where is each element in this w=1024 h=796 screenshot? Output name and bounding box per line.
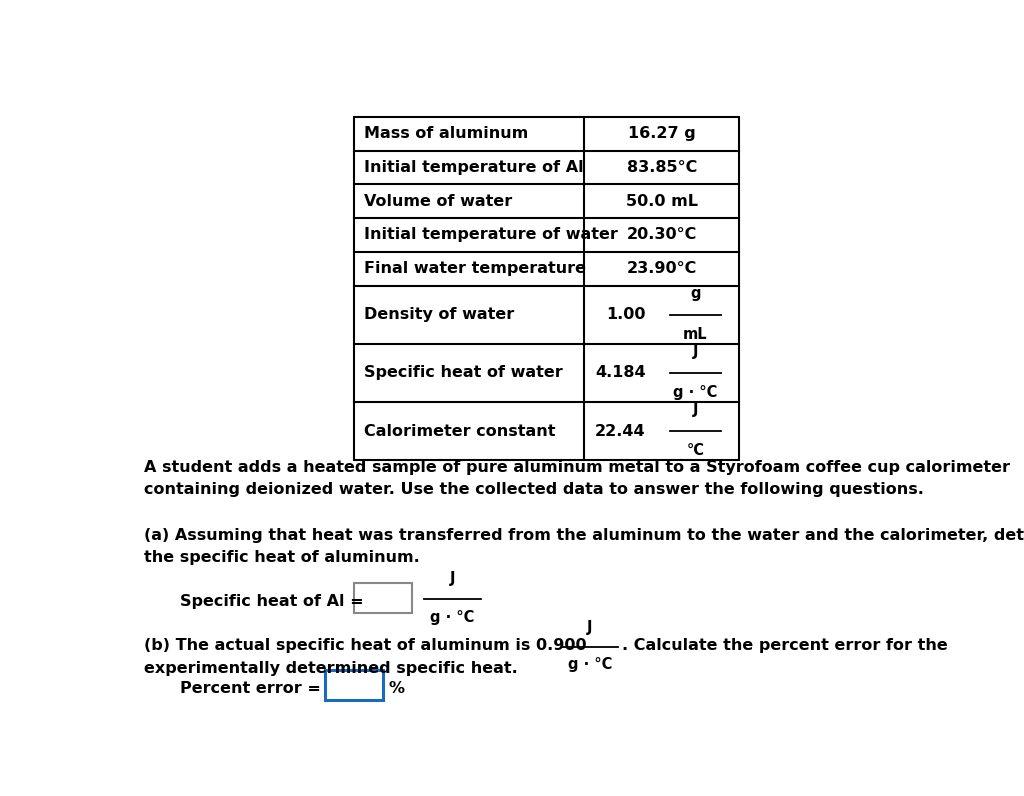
Text: g · °C: g · °C	[567, 657, 612, 672]
Text: Calorimeter constant: Calorimeter constant	[364, 423, 555, 439]
Text: Initial temperature of Al: Initial temperature of Al	[364, 160, 584, 175]
Text: J: J	[450, 571, 456, 586]
Text: (b) The actual specific heat of aluminum is 0.900: (b) The actual specific heat of aluminum…	[143, 638, 587, 653]
Text: J: J	[587, 620, 593, 635]
Text: Density of water: Density of water	[364, 307, 514, 322]
Text: Volume of water: Volume of water	[364, 193, 512, 209]
Text: Initial temperature of water: Initial temperature of water	[364, 228, 617, 243]
Text: J: J	[692, 402, 698, 417]
Text: g · °C: g · °C	[673, 385, 718, 400]
Text: Final water temperature: Final water temperature	[364, 261, 586, 276]
Text: Percent error =: Percent error =	[179, 681, 321, 696]
FancyBboxPatch shape	[354, 583, 412, 614]
Text: 20.30°C: 20.30°C	[627, 228, 697, 243]
Text: 50.0 mL: 50.0 mL	[626, 193, 697, 209]
FancyBboxPatch shape	[354, 117, 739, 460]
Text: A student adds a heated sample of pure aluminum metal to a Styrofoam coffee cup : A student adds a heated sample of pure a…	[143, 460, 1010, 498]
Text: g: g	[690, 286, 700, 301]
Text: 83.85°C: 83.85°C	[627, 160, 697, 175]
Text: 16.27 g: 16.27 g	[628, 127, 695, 142]
Text: 22.44: 22.44	[595, 423, 646, 439]
Text: J: J	[692, 344, 698, 359]
Text: 1.00: 1.00	[606, 307, 646, 322]
FancyBboxPatch shape	[325, 669, 383, 700]
Text: (a) Assuming that heat was transferred from the aluminum to the water and the ca: (a) Assuming that heat was transferred f…	[143, 528, 1024, 565]
Text: mL: mL	[683, 327, 708, 342]
Text: experimentally determined specific heat.: experimentally determined specific heat.	[143, 661, 517, 676]
Text: 23.90°C: 23.90°C	[627, 261, 697, 276]
Text: g · °C: g · °C	[430, 611, 475, 626]
Text: °C: °C	[686, 443, 705, 458]
Text: . Calculate the percent error for the: . Calculate the percent error for the	[623, 638, 948, 653]
Text: 4.184: 4.184	[595, 365, 646, 380]
Text: %: %	[388, 681, 404, 696]
Text: Specific heat of water: Specific heat of water	[364, 365, 562, 380]
Text: Mass of aluminum: Mass of aluminum	[364, 127, 528, 142]
Text: Specific heat of Al =: Specific heat of Al =	[179, 594, 364, 609]
